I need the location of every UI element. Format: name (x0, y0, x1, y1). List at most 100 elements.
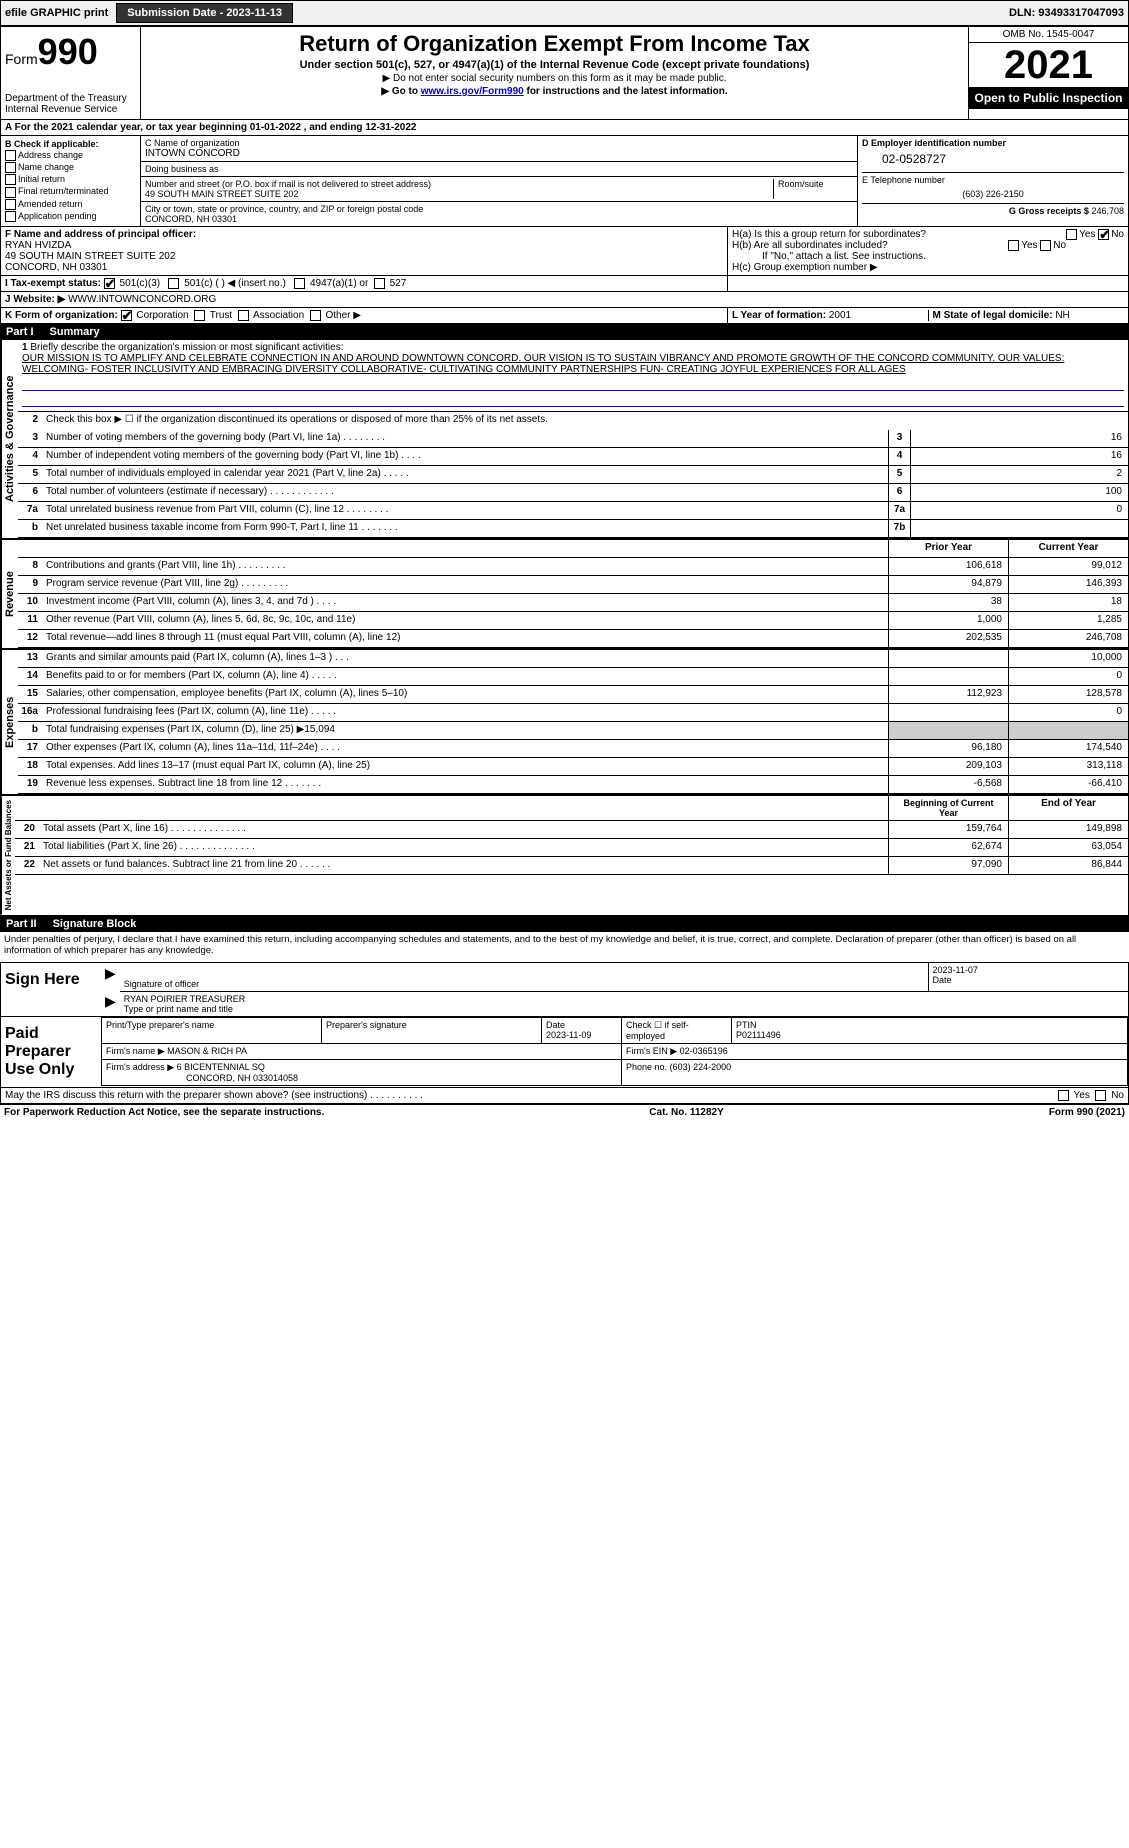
discuss-yes[interactable] (1058, 1090, 1069, 1101)
check-column: B Check if applicable: Address change Na… (1, 136, 141, 226)
officer-row: F Name and address of principal officer:… (0, 227, 1129, 276)
chk-501c[interactable] (168, 278, 179, 289)
efile-label: efile GRAPHIC print (5, 7, 108, 19)
discuss-no[interactable] (1095, 1090, 1106, 1101)
tax-period: A For the 2021 calendar year, or tax yea… (0, 120, 1129, 136)
hb-yes[interactable] (1008, 240, 1019, 251)
table-row: 4Number of independent voting members of… (18, 448, 1128, 466)
form-header: Form990 Department of the Treasury Inter… (0, 26, 1129, 120)
note2-pre: ▶ Go to (381, 86, 420, 97)
firm-name: MASON & RICH PA (167, 1046, 247, 1056)
hc-label: H(c) Group exemption number ▶ (732, 262, 1124, 273)
chk-app[interactable] (5, 211, 16, 222)
name-column: C Name of organization INTOWN CONCORD Do… (141, 136, 1128, 226)
table-row: 5Total number of individuals employed in… (18, 466, 1128, 484)
col-begin: Beginning of Current Year (888, 796, 1008, 820)
officer-name: RYAN HVIZDA (5, 240, 71, 251)
table-row: 8Contributions and grants (Part VIII, li… (18, 558, 1128, 576)
dba-label: Doing business as (145, 164, 219, 174)
header-left: Form990 Department of the Treasury Inter… (1, 27, 141, 119)
governance-section: Activities & Governance 1 Briefly descri… (0, 340, 1129, 538)
footer-right: Form 990 (2021) (1049, 1107, 1125, 1118)
table-row: 13Grants and similar amounts paid (Part … (18, 650, 1128, 668)
chk-501c3[interactable] (104, 278, 115, 289)
chk-4947[interactable] (294, 278, 305, 289)
firm-addr1: 6 BICENTENNIAL SQ (177, 1062, 265, 1072)
part2-title: Signature Block (53, 918, 137, 930)
chk-app-label: Application pending (18, 211, 97, 221)
table-row: 20Total assets (Part X, line 16) . . . .… (15, 821, 1128, 839)
gross-value: 246,708 (1091, 206, 1124, 216)
chk-corp[interactable] (121, 310, 132, 321)
street-value: 49 SOUTH MAIN STREET SUITE 202 (145, 189, 298, 199)
entity-block: B Check if applicable: Address change Na… (0, 136, 1129, 227)
chk-527[interactable] (374, 278, 385, 289)
sign-name-label: Type or print name and title (124, 1004, 233, 1014)
chk-final[interactable] (5, 187, 16, 198)
table-row: 17Other expenses (Part IX, column (A), l… (18, 740, 1128, 758)
part1-title: Summary (50, 326, 100, 338)
footer-mid: Cat. No. 11282Y (649, 1107, 723, 1118)
chk-name-label: Name change (18, 162, 74, 172)
chk-other[interactable] (310, 310, 321, 321)
table-row: 18Total expenses. Add lines 13–17 (must … (18, 758, 1128, 776)
gross-label: G Gross receipts $ (1009, 206, 1089, 216)
firm-phone: (603) 224-2000 (670, 1062, 732, 1072)
hb-no[interactable] (1040, 240, 1051, 251)
table-row: 14Benefits paid to or for members (Part … (18, 668, 1128, 686)
form-prefix: Form (5, 51, 38, 67)
prep-ptin: P02111496 (736, 1030, 781, 1040)
officer-addr1: 49 SOUTH MAIN STREET SUITE 202 (5, 251, 175, 262)
chk-amended-label: Amended return (18, 199, 83, 209)
chk-assoc[interactable] (238, 310, 249, 321)
room-label: Room/suite (778, 179, 824, 189)
chk-addr[interactable] (5, 150, 16, 161)
dept-label: Department of the Treasury (5, 93, 136, 104)
city-value: CONCORD, NH 03301 (145, 214, 237, 224)
table-row: 22Net assets or fund balances. Subtract … (15, 857, 1128, 875)
table-row: 19Revenue less expenses. Subtract line 1… (18, 776, 1128, 794)
table-row: bNet unrelated business taxable income f… (18, 520, 1128, 538)
website-row: J Website: ▶ WWW.INTOWNCONCORD.ORG (0, 292, 1129, 308)
col-end: End of Year (1008, 796, 1128, 820)
chk-amended[interactable] (5, 199, 16, 210)
dln-label: DLN: 93493317047093 (1009, 7, 1124, 19)
org-name-label: C Name of organization (145, 138, 240, 148)
note2-post: for instructions and the latest informat… (524, 86, 728, 97)
revenue-section: Revenue Prior Year Current Year 8Contrib… (0, 538, 1129, 648)
state-dom-label: M State of legal domicile: (933, 310, 1053, 321)
prep-check: Check ☐ if self-employed (626, 1020, 689, 1041)
ha-yes[interactable] (1066, 229, 1077, 240)
officer-addr2: CONCORD, NH 03301 (5, 262, 107, 273)
part1-header: Part I Summary (0, 324, 1129, 340)
year-form-value: 2001 (829, 310, 851, 321)
firm-ein: 02-0365196 (680, 1046, 728, 1056)
ein-column: D Employer identification number 02-0528… (858, 136, 1128, 226)
sign-block: Sign Here ▶ Signature of officer 2023-11… (0, 962, 1129, 1104)
sign-date-label: Date (933, 975, 952, 985)
mission-text: OUR MISSION IS TO AMPLIFY AND CELEBRATE … (22, 353, 1064, 375)
website-value: WWW.INTOWNCONCORD.ORG (68, 294, 216, 305)
open-public-badge: Open to Public Inspection (969, 87, 1128, 109)
chk-name[interactable] (5, 162, 16, 173)
table-row: 21Total liabilities (Part X, line 26) . … (15, 839, 1128, 857)
hb-label: H(b) Are all subordinates included? (732, 240, 888, 251)
chk-trust[interactable] (194, 310, 205, 321)
blank-line (22, 377, 1124, 391)
hb-note: If "No," attach a list. See instructions… (732, 251, 1124, 262)
chk-initial[interactable] (5, 174, 16, 185)
year-form-label: L Year of formation: (732, 310, 826, 321)
ha-no[interactable] (1098, 229, 1109, 240)
chk-final-label: Final return/terminated (18, 186, 109, 196)
q1-text: Briefly describe the organization's miss… (30, 342, 343, 353)
tax-status-row: I Tax-exempt status: 501(c)(3) 501(c) ( … (0, 276, 1129, 292)
table-row: bTotal fundraising expenses (Part IX, co… (18, 722, 1128, 740)
table-row: 16aProfessional fundraising fees (Part I… (18, 704, 1128, 722)
sign-name: RYAN POIRIER TREASURER (124, 994, 246, 1004)
table-row: 15Salaries, other compensation, employee… (18, 686, 1128, 704)
net-assets-section: Net Assets or Fund Balances Beginning of… (0, 794, 1129, 915)
form-org-row: K Form of organization: Corporation Trus… (0, 308, 1129, 324)
col-prior: Prior Year (888, 540, 1008, 557)
form-title: Return of Organization Exempt From Incom… (145, 31, 964, 57)
irs-link[interactable]: www.irs.gov/Form990 (421, 86, 524, 97)
